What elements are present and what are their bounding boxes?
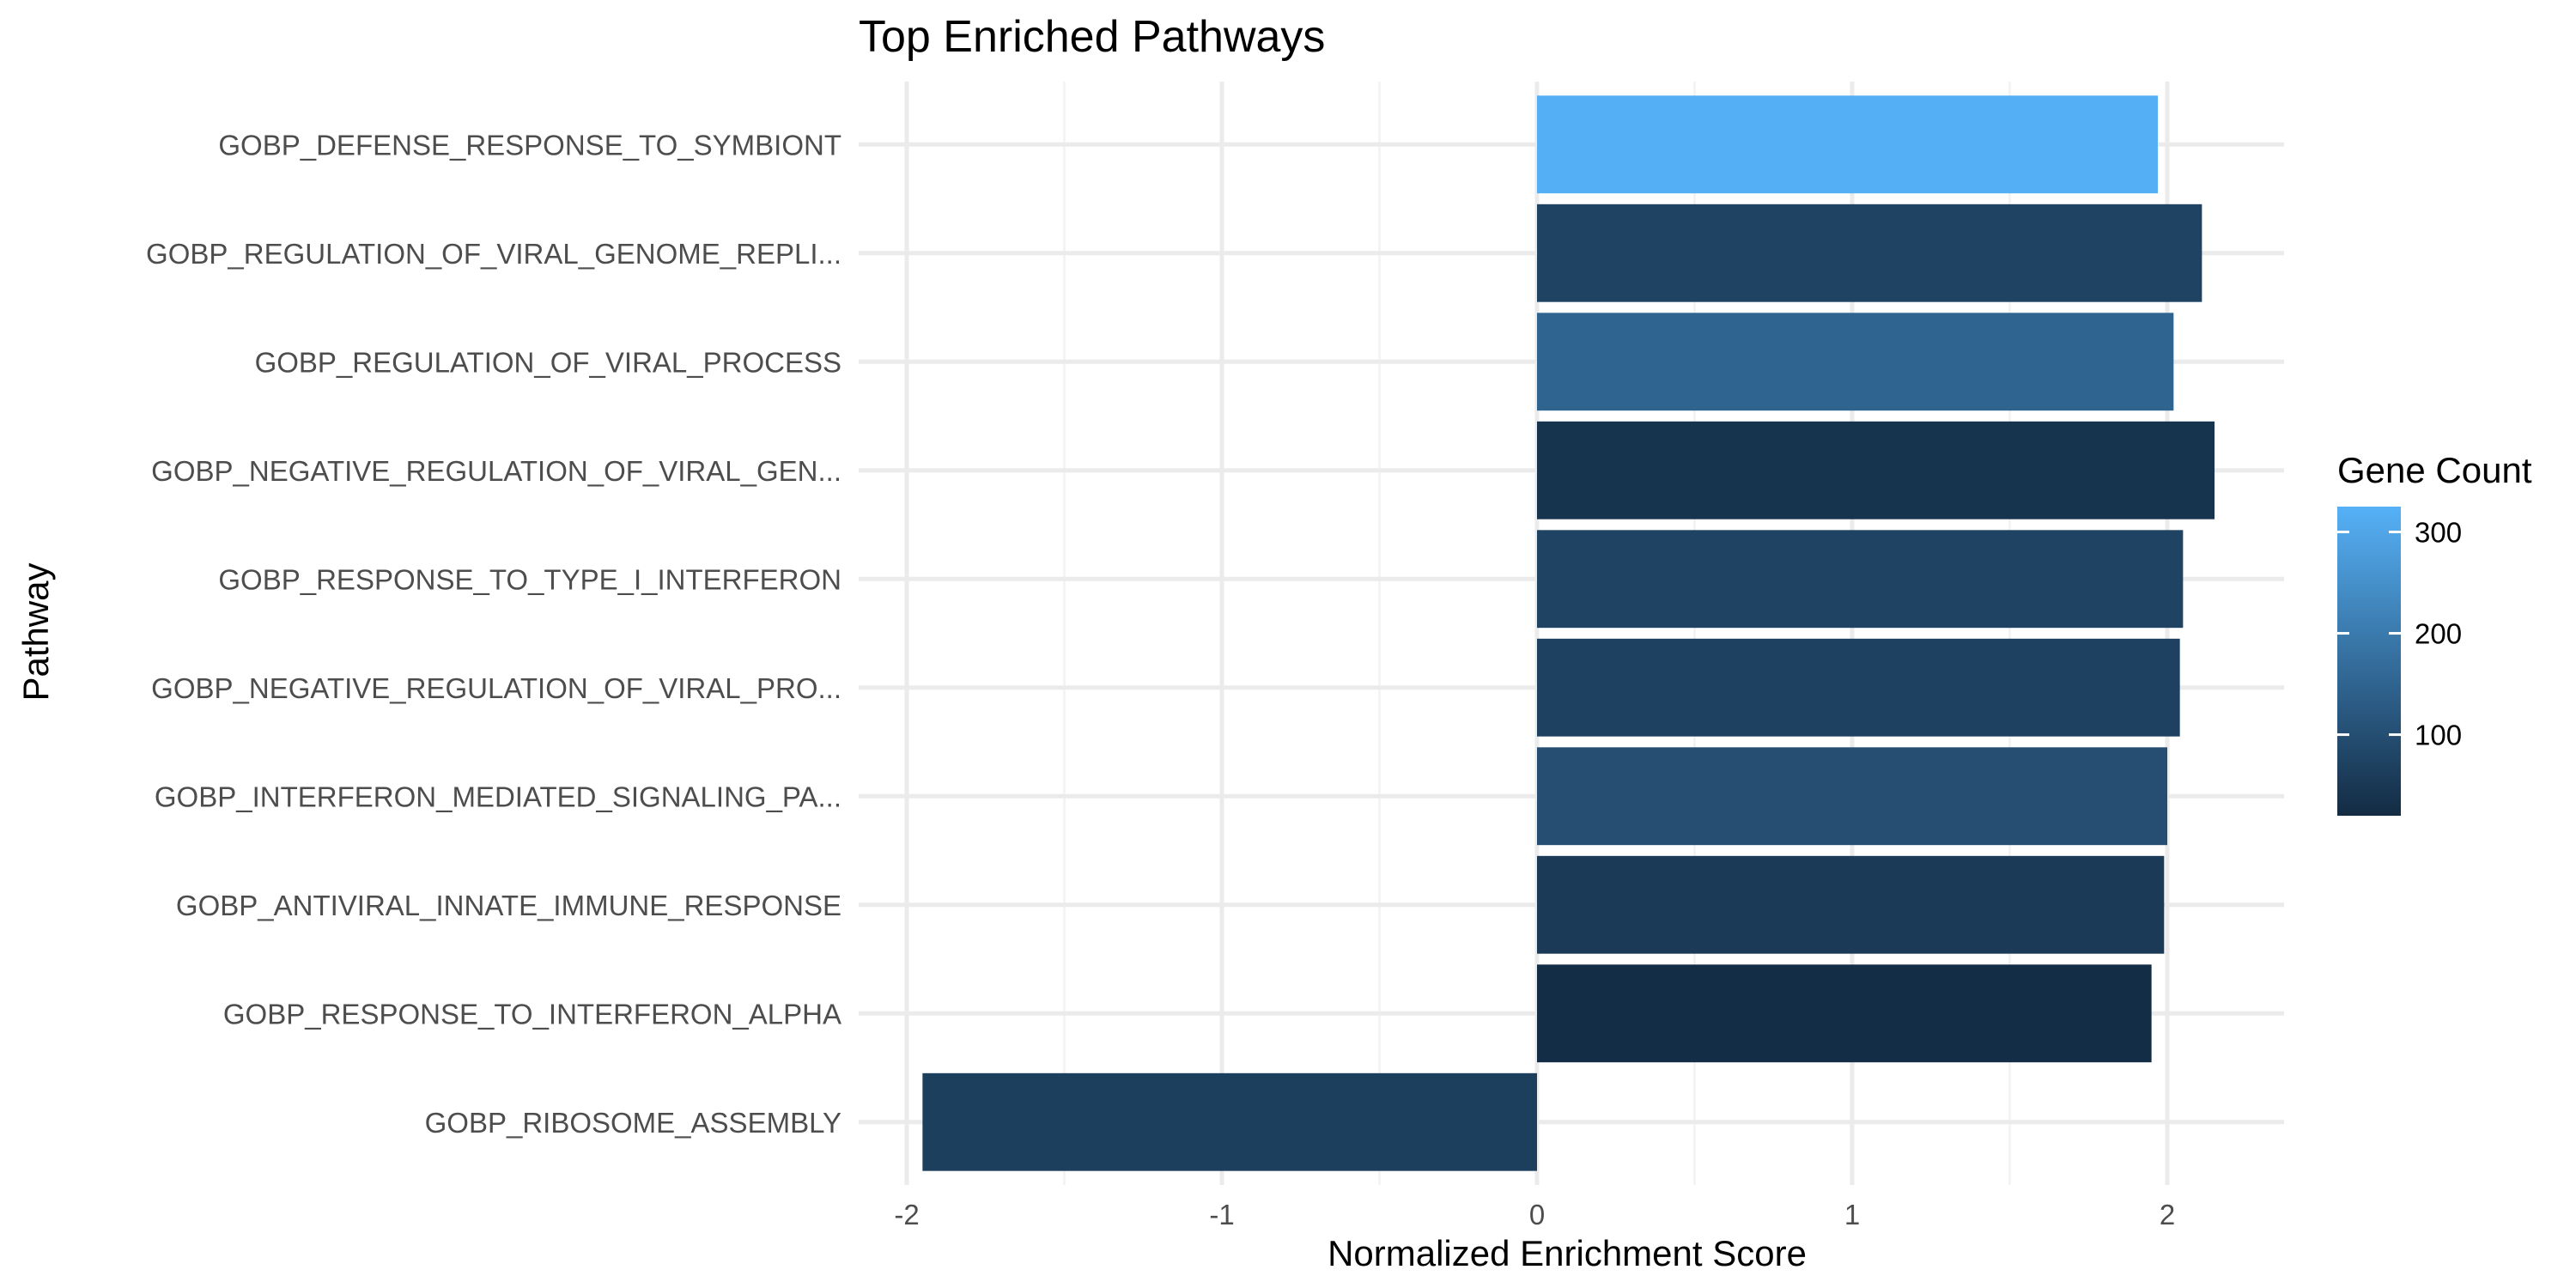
- bar: [1537, 530, 2184, 629]
- y-tick-label: GOBP_ANTIVIRAL_INNATE_IMMUNE_RESPONSE: [176, 890, 841, 921]
- y-tick-label: GOBP_DEFENSE_RESPONSE_TO_SYMBIONT: [218, 129, 841, 161]
- bar: [1537, 204, 2202, 302]
- y-tick-label: GOBP_INTERFERON_MEDIATED_SIGNALING_PA...: [155, 781, 841, 812]
- y-tick-label: GOBP_RESPONSE_TO_TYPE_I_INTERFERON: [218, 563, 841, 595]
- y-axis-title: Pathway: [15, 562, 56, 701]
- y-tick-label: GOBP_NEGATIVE_REGULATION_OF_VIRAL_PRO...: [151, 672, 841, 704]
- x-tick-label: 1: [1844, 1199, 1860, 1230]
- legend-tick-label: 100: [2415, 720, 2462, 751]
- x-tick-label: -1: [1209, 1199, 1234, 1230]
- x-tick-label: 2: [2160, 1199, 2175, 1230]
- bar: [1537, 95, 2158, 194]
- y-tick-label: GOBP_NEGATIVE_REGULATION_OF_VIRAL_GEN...: [151, 455, 841, 487]
- bar: [1537, 747, 2167, 846]
- chart-title: Top Enriched Pathways: [859, 12, 1325, 62]
- legend-tick-label: 300: [2415, 517, 2462, 549]
- y-tick-labels: GOBP_DEFENSE_RESPONSE_TO_SYMBIONT GOBP_RE…: [146, 129, 841, 1139]
- y-tick-label: GOBP_RESPONSE_TO_INTERFERON_ALPHA: [223, 998, 841, 1030]
- bar: [1537, 638, 2180, 737]
- bars: [922, 95, 2215, 1171]
- bar: [1537, 421, 2215, 519]
- bar: [1537, 964, 2152, 1063]
- y-tick-label: GOBP_REGULATION_OF_VIRAL_PROCESS: [255, 346, 841, 378]
- bar: [1537, 313, 2174, 411]
- x-tick-label: -2: [894, 1199, 919, 1230]
- legend-ticks: 100 200 300: [2337, 517, 2462, 751]
- bar: [1537, 855, 2165, 954]
- y-tick-label: GOBP_REGULATION_OF_VIRAL_GENOME_REPLI...: [146, 238, 841, 270]
- x-tick-label: 0: [1529, 1199, 1545, 1230]
- legend-colorbar: [2337, 507, 2401, 816]
- x-axis-title: Normalized Enrichment Score: [1327, 1233, 1807, 1273]
- y-tick-label: GOBP_RIBOSOME_ASSEMBLY: [425, 1107, 841, 1139]
- x-tick-labels: -2 -1 0 1 2: [894, 1199, 2175, 1230]
- bar: [922, 1072, 1537, 1171]
- legend-title: Gene Count: [2337, 450, 2532, 490]
- legend: Gene Count 100 200 300: [2337, 450, 2532, 816]
- legend-tick-label: 200: [2415, 618, 2462, 650]
